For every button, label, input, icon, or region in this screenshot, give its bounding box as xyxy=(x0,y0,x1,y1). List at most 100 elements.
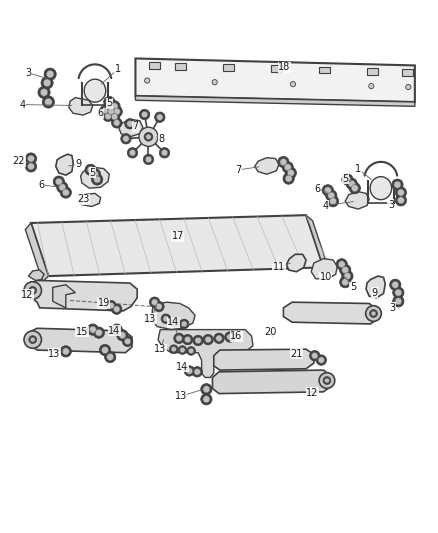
Text: 9: 9 xyxy=(76,159,82,169)
Circle shape xyxy=(225,332,235,342)
Circle shape xyxy=(143,154,154,165)
Circle shape xyxy=(173,319,178,325)
Circle shape xyxy=(323,377,331,384)
Circle shape xyxy=(310,351,320,361)
Circle shape xyxy=(214,333,224,344)
Circle shape xyxy=(278,156,289,168)
Circle shape xyxy=(342,270,353,282)
Circle shape xyxy=(106,99,113,106)
Text: 18: 18 xyxy=(278,62,290,72)
Circle shape xyxy=(397,189,404,196)
Text: 7: 7 xyxy=(132,122,138,131)
Text: 9: 9 xyxy=(372,288,378,297)
Ellipse shape xyxy=(370,176,392,200)
Circle shape xyxy=(125,119,135,129)
Bar xyxy=(271,66,282,72)
Circle shape xyxy=(392,296,404,307)
Circle shape xyxy=(117,329,128,341)
Circle shape xyxy=(159,148,170,158)
Circle shape xyxy=(226,334,233,340)
Circle shape xyxy=(55,178,62,185)
Circle shape xyxy=(316,355,326,365)
Circle shape xyxy=(346,178,357,189)
Circle shape xyxy=(62,189,69,196)
Circle shape xyxy=(342,266,349,273)
Circle shape xyxy=(42,96,54,108)
Polygon shape xyxy=(345,192,369,209)
Circle shape xyxy=(112,304,122,314)
Circle shape xyxy=(94,176,101,183)
Circle shape xyxy=(41,77,53,89)
Circle shape xyxy=(149,297,160,308)
Circle shape xyxy=(155,303,162,310)
Text: 16: 16 xyxy=(230,331,243,341)
Text: 13: 13 xyxy=(144,314,156,324)
Circle shape xyxy=(180,319,189,329)
Circle shape xyxy=(318,357,325,364)
Circle shape xyxy=(60,187,71,198)
Text: 22: 22 xyxy=(13,156,25,166)
Circle shape xyxy=(127,148,138,158)
Text: 5: 5 xyxy=(342,174,348,183)
Circle shape xyxy=(395,187,406,198)
Circle shape xyxy=(103,111,113,122)
Circle shape xyxy=(319,373,335,389)
Circle shape xyxy=(371,311,376,316)
Circle shape xyxy=(139,127,158,147)
Circle shape xyxy=(124,338,131,345)
Circle shape xyxy=(392,287,404,298)
Bar xyxy=(176,63,186,70)
Circle shape xyxy=(336,259,347,270)
Circle shape xyxy=(203,395,210,403)
Circle shape xyxy=(25,161,37,172)
Circle shape xyxy=(145,78,150,83)
Polygon shape xyxy=(28,280,137,311)
Circle shape xyxy=(102,346,109,353)
Circle shape xyxy=(171,346,177,352)
Circle shape xyxy=(392,281,399,288)
Circle shape xyxy=(112,118,122,128)
Text: 4: 4 xyxy=(19,100,25,110)
Circle shape xyxy=(161,150,168,156)
Text: 6: 6 xyxy=(314,184,321,194)
Circle shape xyxy=(89,168,101,180)
Polygon shape xyxy=(214,349,314,370)
Circle shape xyxy=(338,261,345,268)
Circle shape xyxy=(327,196,339,207)
Circle shape xyxy=(390,279,401,290)
Text: 19: 19 xyxy=(98,298,110,309)
Polygon shape xyxy=(306,215,330,273)
Circle shape xyxy=(311,352,318,359)
Polygon shape xyxy=(79,193,101,206)
Polygon shape xyxy=(69,98,93,115)
Circle shape xyxy=(328,192,335,199)
Polygon shape xyxy=(158,329,253,377)
Circle shape xyxy=(174,333,184,344)
Circle shape xyxy=(92,174,103,185)
Circle shape xyxy=(111,106,122,117)
Text: 6: 6 xyxy=(98,108,104,118)
Bar xyxy=(367,68,378,75)
Text: 3: 3 xyxy=(388,200,394,209)
Circle shape xyxy=(60,346,71,357)
Circle shape xyxy=(339,277,351,288)
Text: 12: 12 xyxy=(21,290,34,300)
Bar xyxy=(402,69,413,76)
Text: 5: 5 xyxy=(350,282,356,293)
Text: 6: 6 xyxy=(39,180,45,190)
Circle shape xyxy=(105,351,116,362)
Circle shape xyxy=(394,181,401,188)
Circle shape xyxy=(104,96,115,108)
Text: 3: 3 xyxy=(389,303,395,313)
Circle shape xyxy=(154,301,164,312)
Circle shape xyxy=(201,393,212,405)
Circle shape xyxy=(129,150,136,156)
Circle shape xyxy=(106,107,116,117)
Circle shape xyxy=(212,79,217,85)
Circle shape xyxy=(145,156,152,163)
Circle shape xyxy=(342,174,353,185)
Circle shape xyxy=(178,346,187,354)
Circle shape xyxy=(181,321,187,327)
Circle shape xyxy=(163,316,169,322)
Circle shape xyxy=(284,164,291,171)
